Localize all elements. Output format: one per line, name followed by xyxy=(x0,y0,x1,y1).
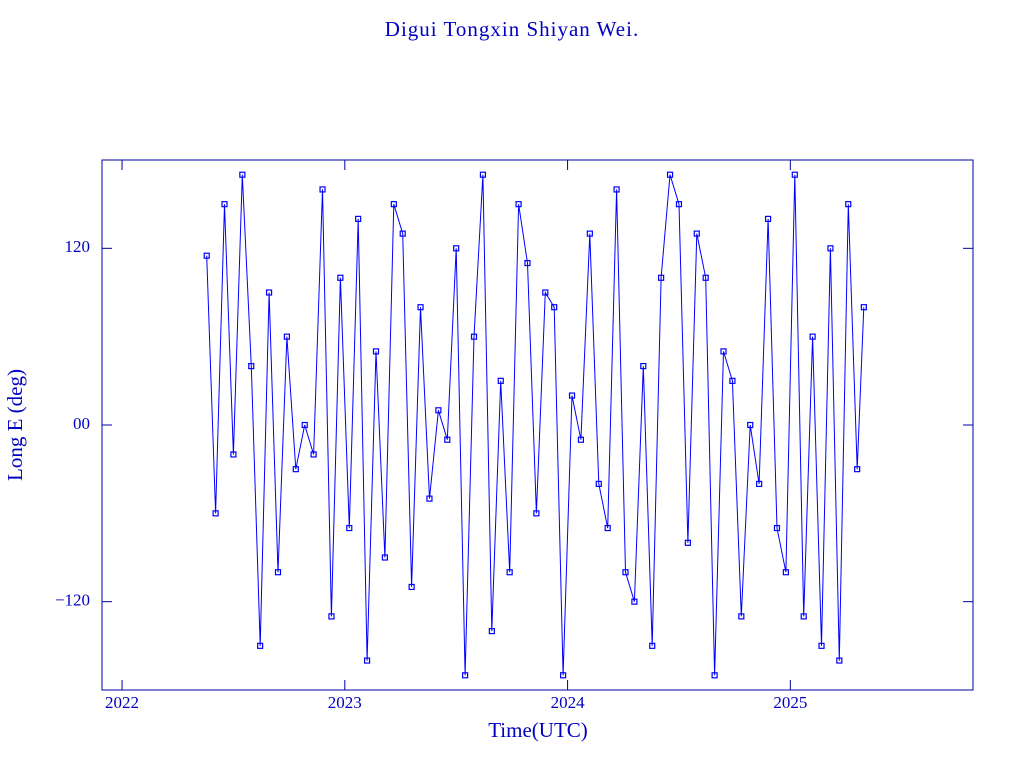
data-point xyxy=(791,171,798,178)
data-point xyxy=(702,274,709,281)
data-point xyxy=(265,289,273,296)
data-point xyxy=(860,304,867,311)
data-point xyxy=(310,451,317,458)
data-point xyxy=(417,304,424,311)
data-point xyxy=(818,642,825,649)
data-point xyxy=(363,657,371,664)
data-point xyxy=(666,171,674,178)
data-point xyxy=(845,201,852,208)
data-point xyxy=(399,230,406,237)
x-axis-label: Time(UTC) xyxy=(488,718,588,742)
data-point xyxy=(239,171,246,178)
data-point xyxy=(658,274,665,281)
y-tick-label: −120 xyxy=(55,591,90,610)
data-point xyxy=(640,363,647,370)
data-point xyxy=(533,510,540,517)
data-point xyxy=(542,289,549,296)
x-tick-label: 2022 xyxy=(105,693,139,712)
data-point xyxy=(488,628,495,635)
data-point xyxy=(595,480,602,487)
data-point xyxy=(577,436,585,443)
data-point xyxy=(551,304,558,311)
data-point xyxy=(212,510,219,517)
data-point xyxy=(221,201,228,208)
data-point xyxy=(283,333,290,340)
data-point xyxy=(497,377,504,384)
data-point xyxy=(560,672,567,679)
x-tick-label: 2023 xyxy=(328,693,362,712)
data-point xyxy=(390,201,397,208)
data-line xyxy=(206,174,865,676)
data-point xyxy=(649,642,656,649)
data-point xyxy=(764,215,772,222)
data-point xyxy=(711,672,718,679)
data-point xyxy=(631,598,638,605)
data-point xyxy=(274,569,282,576)
data-point xyxy=(355,215,362,222)
chart-title: Digui Tongxin Shiyan Wei. xyxy=(385,17,639,41)
data-point xyxy=(248,363,255,370)
data-point xyxy=(372,348,380,355)
data-point xyxy=(684,539,691,546)
data-point xyxy=(809,333,816,340)
y-tick-label: 00 xyxy=(73,414,90,433)
data-point xyxy=(292,466,299,473)
data-point xyxy=(622,569,629,576)
data-point xyxy=(453,245,460,252)
data-point xyxy=(328,613,335,620)
data-point xyxy=(381,554,389,561)
data-point xyxy=(756,480,763,487)
data-point xyxy=(444,436,451,443)
data-point xyxy=(693,230,700,237)
data-point xyxy=(604,524,611,532)
data-point xyxy=(203,252,210,259)
data-point xyxy=(800,613,807,620)
y-axis-label: Long E (deg) xyxy=(3,369,27,481)
data-point xyxy=(586,230,593,237)
x-tick-label: 2025 xyxy=(773,693,807,712)
data-point xyxy=(337,274,344,281)
data-point xyxy=(301,421,308,429)
data-point xyxy=(729,377,736,384)
data-point xyxy=(720,348,727,355)
data-point xyxy=(782,569,789,576)
data-point xyxy=(230,451,237,458)
data-point xyxy=(836,657,843,664)
x-tick-label: 2024 xyxy=(551,693,586,712)
y-tick-label: 120 xyxy=(65,237,91,256)
data-point xyxy=(506,569,513,576)
data-point xyxy=(462,672,469,679)
data-point xyxy=(515,201,522,208)
data-point xyxy=(524,259,531,267)
data-point xyxy=(319,186,326,193)
data-point xyxy=(435,407,442,414)
data-point xyxy=(470,333,478,340)
data-point xyxy=(773,524,781,532)
data-point xyxy=(675,201,683,208)
data-point xyxy=(426,495,433,502)
data-point xyxy=(613,186,620,193)
data-point xyxy=(738,613,745,620)
data-point xyxy=(568,392,576,399)
data-point xyxy=(747,421,754,429)
data-point xyxy=(408,583,415,591)
data-point xyxy=(854,466,861,473)
data-point xyxy=(479,171,487,178)
data-point xyxy=(346,524,353,532)
data-point xyxy=(257,642,264,649)
data-point xyxy=(827,245,834,252)
